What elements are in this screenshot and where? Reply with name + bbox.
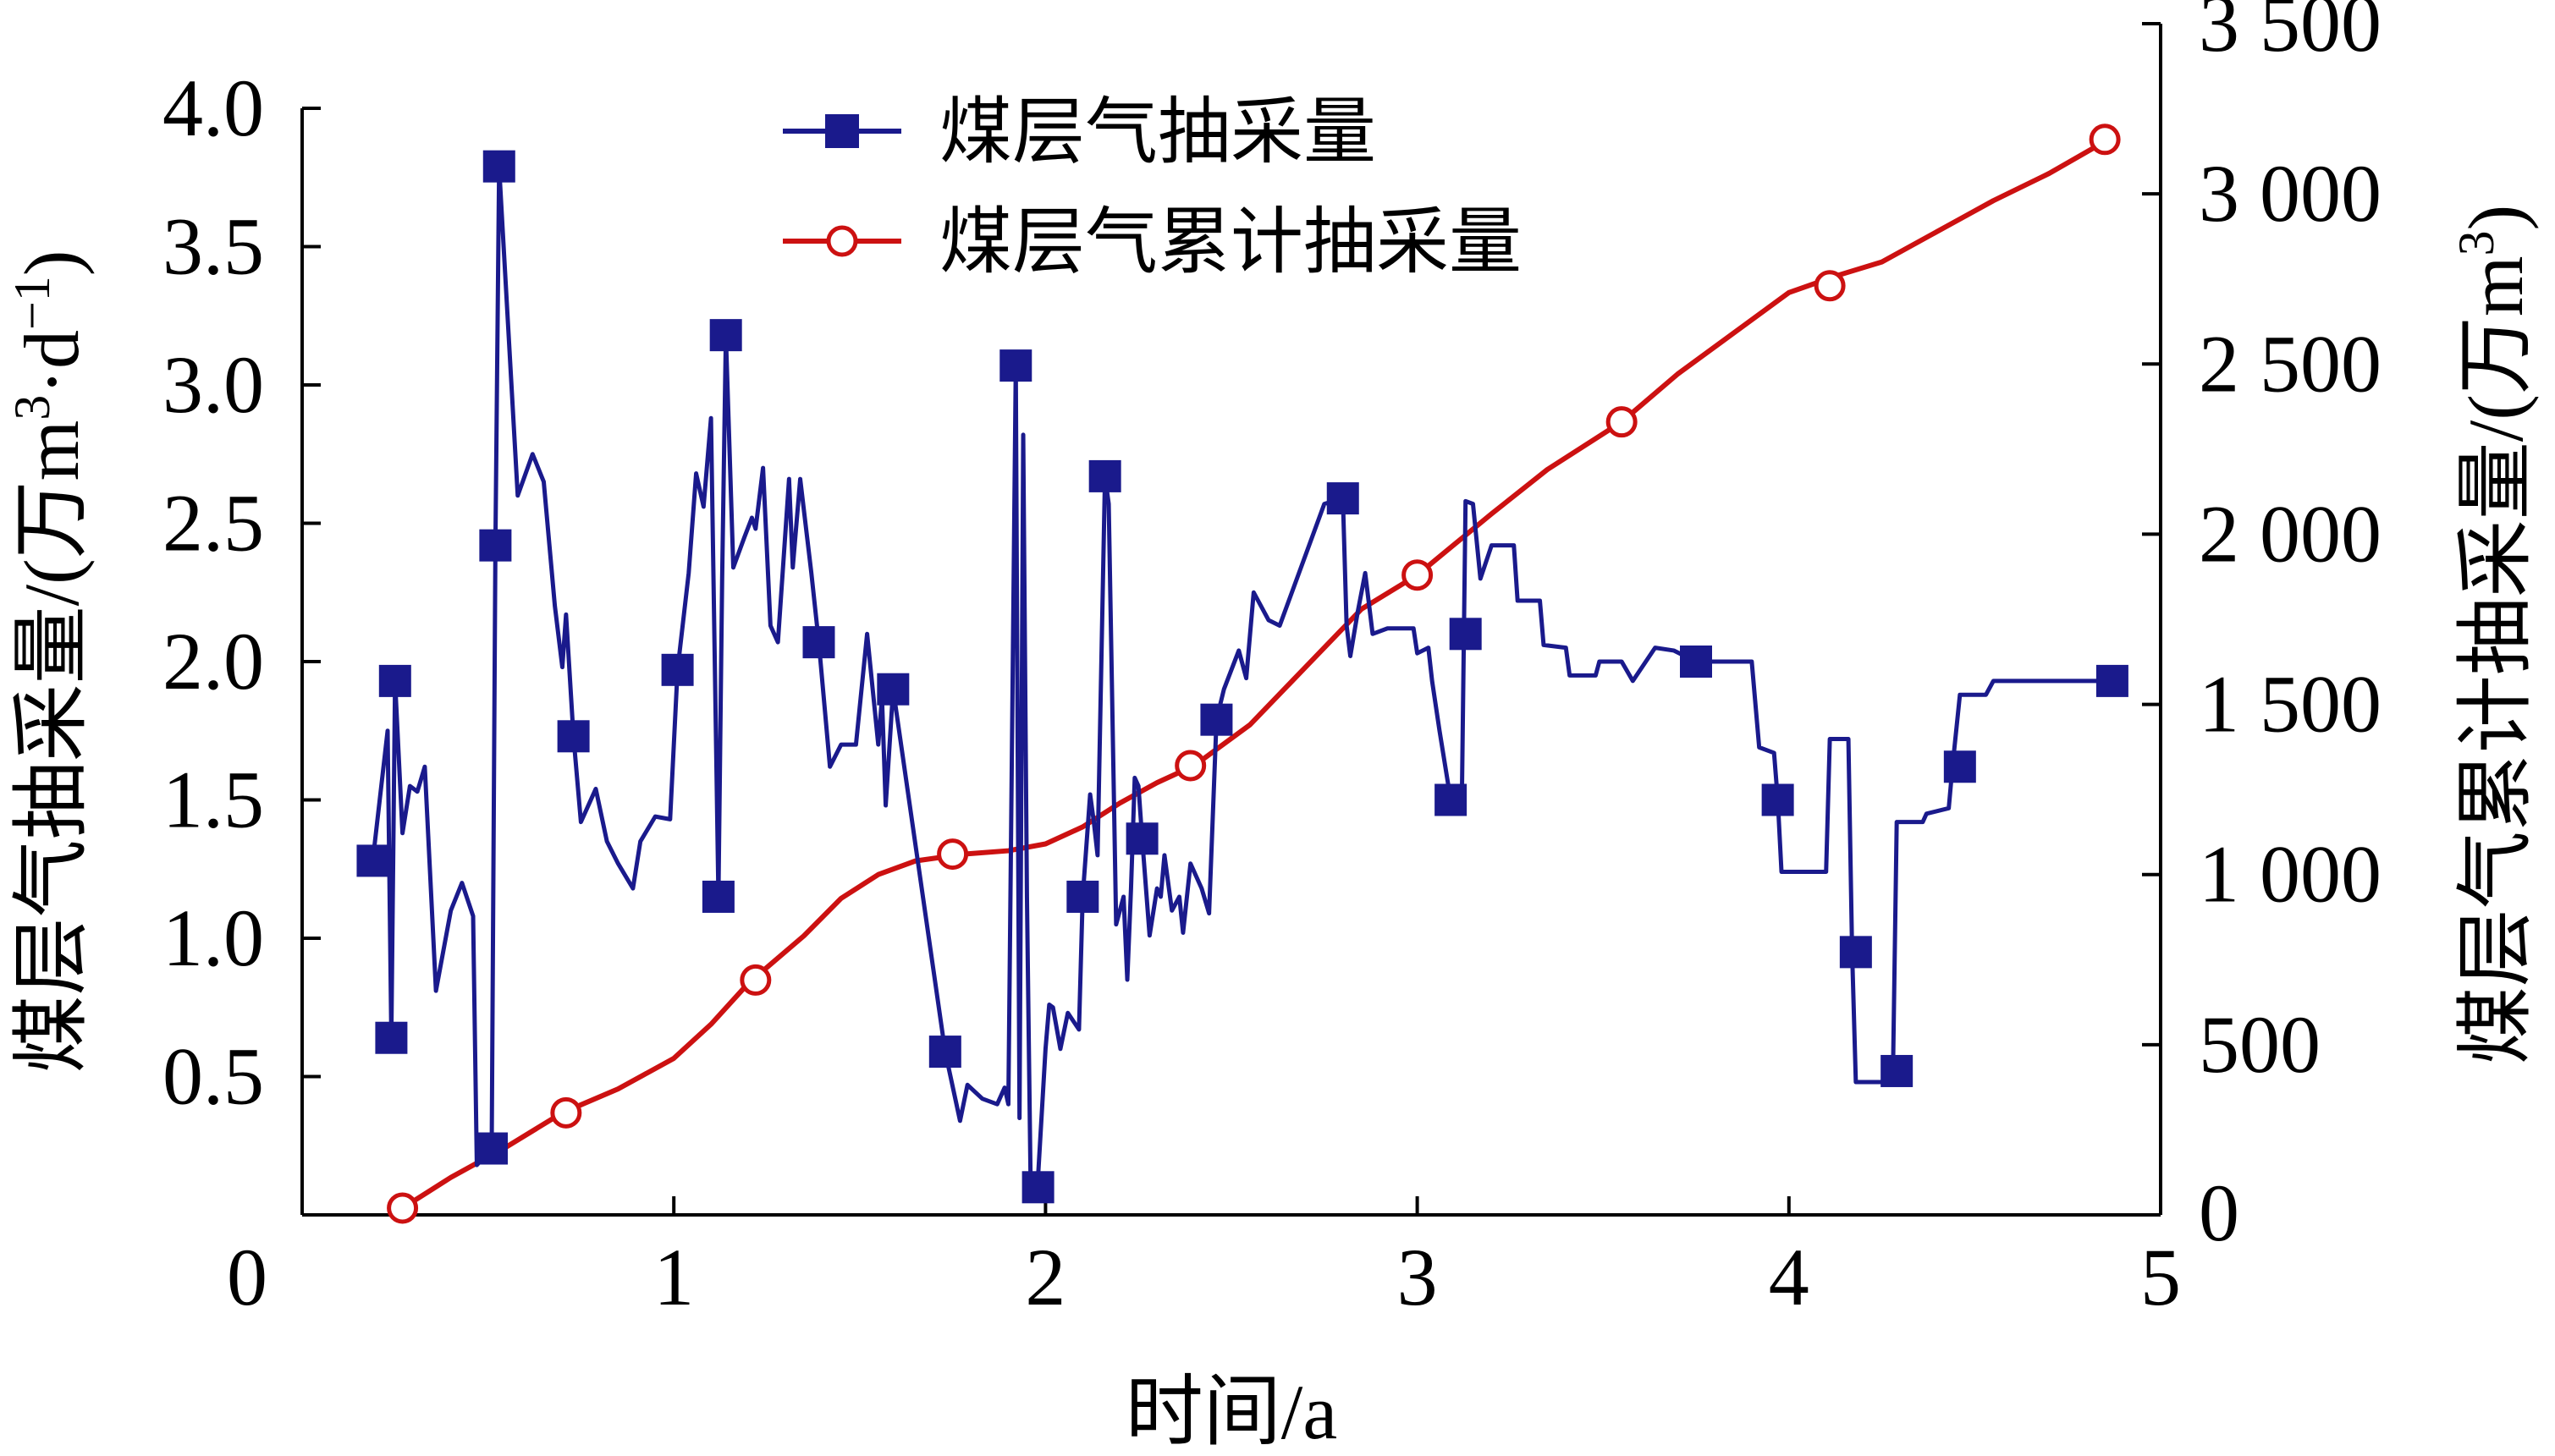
cumulative-extraction-point xyxy=(2089,124,2121,156)
legend-marker-extraction xyxy=(825,114,859,148)
daily-extraction-point xyxy=(1126,822,1159,855)
daily-extraction-point xyxy=(356,844,389,877)
right-y-tick-label: 0 xyxy=(2199,1168,2239,1258)
cumulative-extraction-point xyxy=(1605,406,1638,438)
left-y-tick-label: 2.5 xyxy=(162,478,264,569)
daily-extraction-point xyxy=(1880,1054,1913,1087)
cumulative-extraction-line xyxy=(400,137,2111,1211)
daily-extraction-point xyxy=(475,1132,508,1165)
left-y-tick-label: 1.5 xyxy=(162,755,264,845)
right-y-axis-title: 煤层气累计抽采量/(万m3) xyxy=(2448,205,2539,1064)
cumulative-extraction-point xyxy=(937,838,969,871)
daily-extraction-point xyxy=(375,1021,408,1054)
tick-labels: 0 1 2 3 4 5 0.5 1.0 1.5 2.0 2.5 3.0 3.5 4.0 0 500 1 000 1… xyxy=(162,0,2382,1322)
daily-extraction-point xyxy=(479,529,512,562)
x-tick-label: 5 xyxy=(2140,1232,2181,1322)
left-y-tick-label: 4.0 xyxy=(162,63,264,153)
daily-extraction-point xyxy=(557,720,590,753)
x-tick-label: 3 xyxy=(1397,1232,1438,1322)
daily-extraction-point xyxy=(1839,936,1872,969)
daily-extraction-point xyxy=(1088,459,1121,492)
daily-extraction-point xyxy=(999,349,1032,382)
legend-entry-cumulative: 煤层气累计抽采量 xyxy=(783,201,1522,283)
left-y-tick-label: 1.0 xyxy=(162,893,264,983)
right-y-tick-label: 3 000 xyxy=(2199,148,2382,239)
daily-extraction-point xyxy=(482,150,515,183)
left-y-tick-label: 2.0 xyxy=(162,616,264,706)
right-y-tick-label: 2 000 xyxy=(2199,488,2382,579)
daily-extraction-point xyxy=(877,673,910,706)
daily-extraction-point xyxy=(928,1036,961,1069)
legend-label-cumulative: 煤层气累计抽采量 xyxy=(939,201,1522,283)
daily-extraction-point xyxy=(1326,482,1359,515)
daily-extraction-point xyxy=(1434,783,1467,816)
daily-extraction-point xyxy=(1943,750,1976,783)
daily-extraction-point xyxy=(661,653,694,686)
daily-extraction-point xyxy=(2095,664,2128,697)
x-tick-label: 0 xyxy=(227,1232,267,1322)
cumulative-extraction-point xyxy=(1401,559,1434,591)
legend: 煤层气抽采量 煤层气累计抽采量 xyxy=(783,91,1522,283)
daily-extraction-point xyxy=(1021,1171,1054,1204)
cumulative-extraction-point xyxy=(1175,750,1207,782)
right-y-tick-label: 1 000 xyxy=(2199,829,2382,920)
daily-extraction-line xyxy=(370,164,2112,1190)
right-y-tick-label: 3 500 xyxy=(2199,0,2382,69)
x-tick-label: 1 xyxy=(653,1232,694,1322)
left-y-tick-label: 0.5 xyxy=(162,1031,264,1122)
cumulative-extraction-point xyxy=(740,964,772,996)
tick-marks xyxy=(302,22,2161,1217)
daily-extraction-point xyxy=(702,880,735,913)
left-y-axis-title: 煤层气抽采量/(万m3·d−1) xyxy=(4,250,95,1074)
cumulative-extraction-point xyxy=(550,1096,582,1129)
x-tick-label: 2 xyxy=(1025,1232,1066,1322)
series-layer xyxy=(356,124,2128,1224)
daily-extraction-point xyxy=(1449,618,1482,651)
x-axis-title: 时间/a xyxy=(1126,1369,1337,1455)
x-tick-label: 4 xyxy=(1769,1232,1809,1322)
daily-extraction-point xyxy=(802,626,835,659)
right-y-tick-label: 2 500 xyxy=(2199,318,2382,409)
legend-entry-extraction: 煤层气抽采量 xyxy=(783,91,1376,173)
cumulative-extraction-point xyxy=(387,1192,419,1224)
left-y-tick-label: 3.0 xyxy=(162,339,264,430)
legend-label-extraction: 煤层气抽采量 xyxy=(939,91,1376,173)
daily-extraction-point xyxy=(1761,783,1794,816)
daily-extraction-point xyxy=(1066,880,1099,913)
left-y-tick-label: 3.5 xyxy=(162,201,264,292)
daily-extraction-point xyxy=(709,319,742,352)
daily-extraction-point xyxy=(378,664,411,697)
right-y-tick-label: 1 500 xyxy=(2199,659,2382,750)
right-y-tick-label: 500 xyxy=(2199,999,2321,1090)
legend-marker-cumulative xyxy=(826,225,858,257)
daily-extraction-point xyxy=(1680,646,1712,678)
daily-extraction-point xyxy=(1200,703,1233,736)
cumulative-extraction-point xyxy=(1814,270,1846,302)
